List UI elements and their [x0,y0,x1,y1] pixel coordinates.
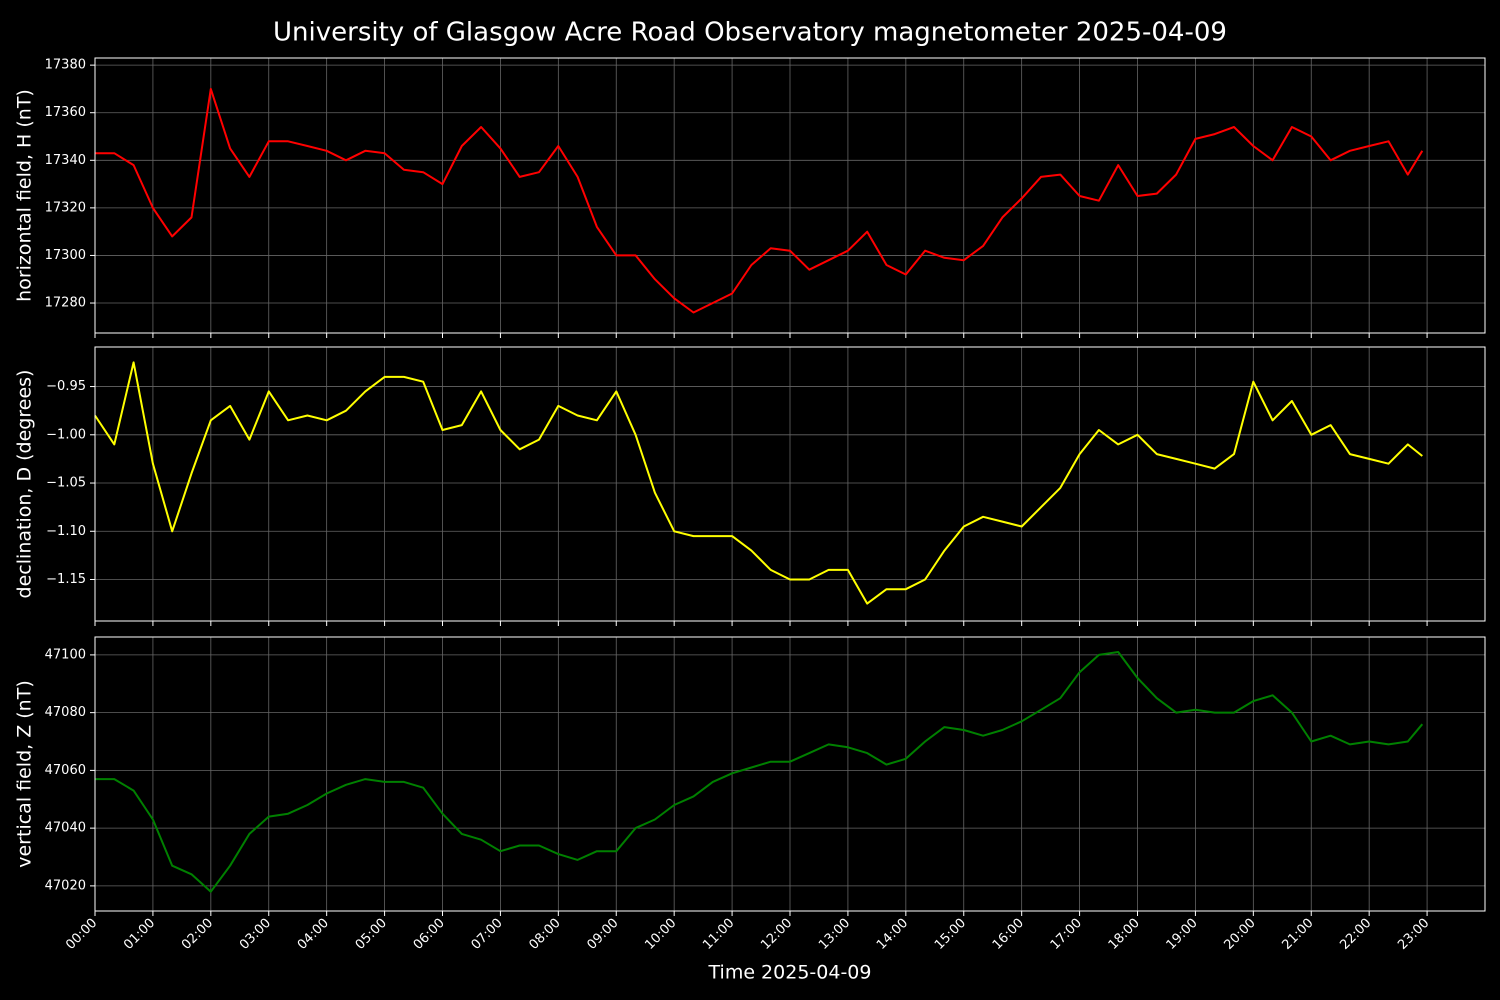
y-tick-label: 47020 [45,878,86,893]
y-axis-title: horizontal field, H (nT) [14,89,36,302]
data-line [95,87,1424,314]
y-tick-label: 47060 [45,763,86,778]
y-tick-label: 47100 [45,647,86,662]
plot-frame [94,636,1486,912]
y-tick-label: −1.00 [46,427,86,442]
y-tick-label: 17320 [45,200,86,215]
y-tick-label: −1.05 [46,476,86,491]
y-tick-label: 17380 [45,58,86,73]
y-tick-label: −1.10 [46,524,86,539]
y-tick-label: 17360 [45,105,86,120]
y-tick-label: 17300 [45,248,86,263]
y-tick-label: 47040 [45,821,86,836]
plot-frame [94,57,1486,334]
plot-frame [94,346,1486,622]
y-tick-label: −1.15 [46,572,86,587]
y-axis-title: vertical field, Z (nT) [14,680,36,868]
data-line [95,651,1424,893]
y-tick-label: 47080 [45,705,86,720]
y-tick-label: 17340 [45,153,86,168]
y-axis-title: declination, D (degrees) [14,370,36,599]
y-tick-label: −0.95 [46,379,86,394]
x-axis-title: Time 2025-04-09 [708,962,872,984]
data-line [94,361,1423,605]
y-tick-label: 17280 [45,296,86,311]
chart-title: University of Glasgow Acre Road Observat… [273,18,1227,48]
